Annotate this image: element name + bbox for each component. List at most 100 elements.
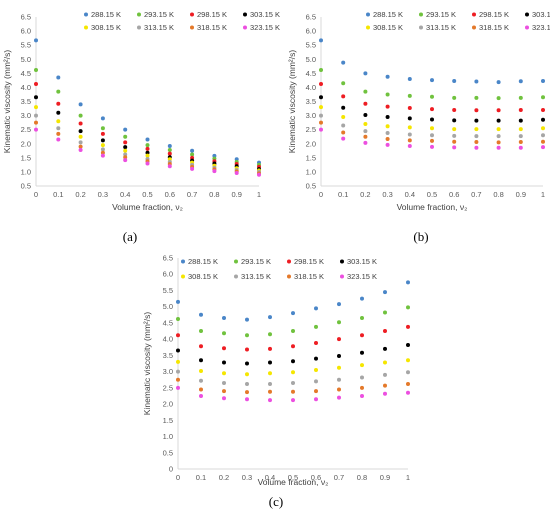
x-tick-label: 1 — [257, 190, 261, 199]
x-tick-label: 0.1 — [53, 190, 63, 199]
y-axis-label: Kinematic viscosity (mm²/s) — [2, 50, 12, 154]
data-point — [341, 136, 346, 141]
data-point — [407, 76, 412, 81]
series-30815 — [319, 105, 545, 132]
data-point — [145, 150, 150, 155]
x-tick-label: 0.5 — [288, 473, 298, 482]
data-point — [314, 306, 318, 311]
x-tick-label: 0.4 — [265, 473, 275, 482]
data-point — [341, 130, 346, 135]
data-point — [360, 333, 364, 338]
data-point — [319, 127, 323, 132]
data-point — [430, 78, 434, 83]
y-tick-label: 1.0 — [21, 167, 31, 176]
series-30815 — [176, 358, 410, 377]
data-point — [176, 348, 180, 353]
y-tick-label: 1.5 — [21, 153, 31, 162]
y-tick-label: 1.5 — [163, 416, 173, 425]
chart-panel-a: 0.5 1.0 1.5 2.0 2.5 3.0 3.5 4.0 4.5 5.0 5.5 6.0 6.5 0… — [2, 10, 280, 244]
data-point — [268, 346, 272, 351]
data-point — [406, 381, 410, 386]
data-point — [78, 144, 83, 149]
data-point — [145, 143, 150, 148]
legend-marker — [137, 12, 141, 17]
x-tick-label: 0 — [319, 190, 323, 199]
data-point — [319, 120, 323, 125]
data-point — [257, 172, 261, 177]
data-point — [222, 316, 226, 321]
data-point — [176, 385, 180, 390]
data-point — [190, 166, 195, 171]
data-point — [474, 118, 479, 123]
data-point — [167, 157, 172, 162]
data-point — [291, 370, 295, 375]
data-point — [123, 127, 128, 132]
data-point — [34, 82, 38, 87]
data-point — [234, 157, 239, 162]
data-point — [407, 93, 412, 98]
data-point — [268, 360, 272, 365]
data-point — [518, 127, 523, 132]
data-point — [406, 390, 410, 395]
x-tick-label: 0.5 — [427, 190, 437, 199]
data-point — [518, 118, 523, 123]
data-point — [406, 280, 410, 285]
data-point — [176, 317, 180, 322]
y-tick-label: 5.0 — [163, 302, 173, 311]
data-point — [199, 393, 203, 398]
legend: 288.15 K 293.15 K 298.15 K 303.15 K 308.15 K… — [84, 10, 280, 32]
data-point — [360, 316, 364, 321]
x-tick-label: 0.2 — [360, 190, 370, 199]
data-point — [474, 145, 479, 150]
legend-marker — [287, 274, 291, 279]
legend-marker — [243, 12, 247, 17]
y-tick-label: 0.5 — [163, 448, 173, 457]
legend-label: 318.15 K — [479, 23, 509, 32]
data-point — [291, 359, 295, 364]
y-tick-label: 1.0 — [163, 432, 173, 441]
data-point — [430, 144, 434, 149]
legend-marker — [287, 259, 291, 264]
data-point — [360, 296, 364, 301]
data-point — [319, 105, 323, 110]
y-axis-label: Kinematic viscosity (mm²/s) — [142, 312, 152, 416]
data-point — [430, 107, 434, 112]
data-point — [176, 377, 180, 382]
legend-label: 313.15 K — [241, 272, 271, 281]
data-point — [176, 369, 180, 374]
x-tick-label: 0.7 — [187, 190, 197, 199]
data-point — [407, 144, 412, 149]
data-point — [222, 396, 226, 401]
data-point — [291, 389, 295, 394]
data-point — [190, 152, 195, 157]
data-point — [167, 151, 172, 156]
data-point — [383, 372, 387, 377]
data-point — [541, 95, 545, 100]
data-point — [123, 145, 128, 150]
data-point — [34, 105, 38, 110]
data-point — [407, 125, 412, 130]
data-point — [341, 105, 346, 110]
series-29815 — [319, 82, 545, 113]
y-tick-label: 3.0 — [306, 111, 316, 120]
panel-label: (a) — [123, 229, 137, 244]
data-point — [474, 134, 479, 139]
y-axis-label: Kinematic viscosity (mm²/s) — [287, 50, 297, 154]
data-point — [341, 114, 346, 119]
data-point — [319, 113, 323, 118]
data-point — [78, 140, 83, 145]
data-point — [407, 132, 412, 137]
chart-panel-b: 0.5 1.0 1.5 2.0 2.5 3.0 3.5 4.0 4.5 5.0 5.5 6.0 6.5 0… — [287, 10, 550, 244]
legend-marker — [84, 25, 88, 30]
data-point — [222, 331, 226, 336]
data-point — [212, 153, 217, 158]
y-tick-label: 5.5 — [163, 286, 173, 295]
data-point — [56, 137, 61, 142]
data-point — [360, 375, 364, 380]
data-point — [199, 329, 203, 334]
data-point — [406, 324, 410, 329]
data-point — [234, 171, 239, 176]
legend-marker — [366, 12, 370, 17]
data-point — [190, 148, 195, 153]
